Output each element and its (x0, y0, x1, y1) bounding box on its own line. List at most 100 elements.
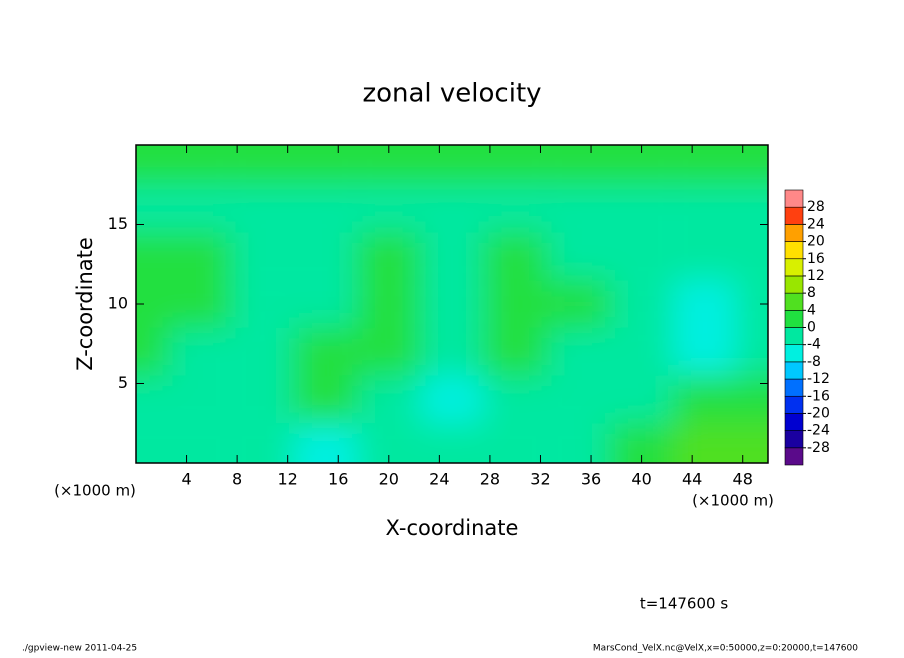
cell (230, 280, 294, 328)
colorbar-label: 12 (807, 268, 825, 284)
x-axis-label: X-coordinate (386, 516, 519, 540)
x-unit: (×1000 m) (54, 482, 136, 500)
colorbar-label: 16 (807, 251, 825, 267)
cell (610, 145, 674, 185)
cell (294, 232, 358, 281)
cell (230, 184, 294, 233)
cell (610, 184, 674, 233)
cell (167, 232, 231, 281)
cell (420, 232, 484, 281)
field (136, 145, 768, 463)
cell (230, 423, 294, 463)
cell (294, 280, 358, 328)
cell (294, 145, 358, 185)
cell (546, 280, 610, 328)
cell (136, 423, 168, 463)
colorbar-bin (784, 258, 804, 277)
x-tick-label: 8 (232, 470, 242, 489)
cell (136, 327, 168, 376)
colorbar-bin (784, 344, 804, 363)
y-tick-label: 10 (108, 294, 128, 313)
colorbar-bin (784, 292, 804, 311)
colorbar-bin (784, 224, 804, 242)
x-tick-label: 4 (181, 470, 191, 489)
cell (673, 145, 737, 185)
cell (420, 327, 484, 376)
colorbar-bin (784, 327, 804, 345)
cell (136, 375, 168, 424)
x-unit: (×1000 m) (692, 492, 774, 510)
x-tick-label: 44 (682, 470, 702, 489)
y-axis-label: Z-coordinate (73, 237, 97, 371)
cell (420, 280, 484, 328)
cell (167, 423, 231, 463)
colorbar-label: 20 (807, 234, 825, 250)
colorbar-bin (784, 189, 804, 208)
axes: 4 8 12 16 20 24 28 32 36 40 44 4851015-28-24-20-16-… (108, 144, 830, 489)
colorbar-label: -8 (807, 354, 821, 370)
cell (357, 184, 421, 233)
x-tick-label: 20 (379, 470, 399, 489)
y-tick-label: 5 (118, 373, 128, 392)
cell (357, 375, 421, 424)
cell (357, 145, 421, 185)
cell (483, 145, 547, 185)
cell (230, 145, 294, 185)
colorbar-bin (784, 413, 804, 431)
cell (673, 423, 737, 463)
cell (167, 184, 231, 233)
colorbar-bin (784, 275, 804, 294)
cell (483, 280, 547, 328)
x-tick-label: 24 (429, 470, 449, 489)
x-tick-label: 28 (480, 470, 500, 489)
colorbar-label: -20 (807, 405, 830, 421)
cell (294, 327, 358, 376)
cell (736, 145, 768, 185)
y-tick-label: 15 (108, 214, 128, 233)
cell (673, 232, 737, 281)
cell (357, 327, 421, 376)
cell (546, 327, 610, 376)
cell (610, 375, 674, 424)
x-tick-label: 48 (733, 470, 753, 489)
cell (736, 232, 768, 281)
x-tick-label: 36 (581, 470, 601, 489)
colorbar-bin (784, 361, 804, 380)
cell (483, 232, 547, 281)
colorbar-bin (784, 447, 804, 466)
cell (230, 232, 294, 281)
colorbar-label: -4 (807, 337, 821, 353)
cell (610, 423, 674, 463)
cell (357, 280, 421, 328)
x-tick-label: 40 (631, 470, 651, 489)
x-tick-label: 16 (328, 470, 348, 489)
x-tick-label: 12 (278, 470, 298, 489)
cell (673, 280, 737, 328)
colorbar-label: 0 (807, 320, 816, 336)
cell (136, 232, 168, 281)
cell (294, 184, 358, 233)
colorbar-label: -28 (807, 440, 830, 456)
cell (136, 145, 168, 185)
cell (420, 423, 484, 463)
cell (167, 327, 231, 376)
colorbar-bin (784, 241, 804, 260)
cell (673, 184, 737, 233)
cell (610, 232, 674, 281)
colorbar-bin (784, 430, 804, 449)
cell (357, 423, 421, 463)
colorbar-label: -16 (807, 388, 830, 404)
cell (167, 375, 231, 424)
cell (420, 184, 484, 233)
cell (546, 184, 610, 233)
colorbar-bin (784, 206, 804, 225)
cell (483, 423, 547, 463)
cell (546, 232, 610, 281)
colorbar-label: 24 (807, 216, 825, 232)
cell (673, 327, 737, 376)
field-cells (136, 145, 768, 463)
cell (546, 145, 610, 185)
cell (610, 280, 674, 328)
colorbar-label: 4 (807, 302, 816, 318)
